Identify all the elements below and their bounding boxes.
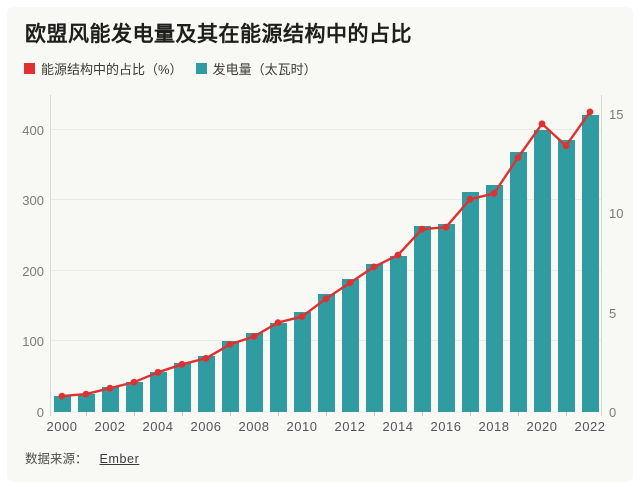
generation-bar-2017 xyxy=(461,191,479,412)
generation-bar-2019 xyxy=(509,152,527,412)
data-source-link[interactable]: Ember xyxy=(99,452,140,466)
x-axis-label-2006: 2006 xyxy=(190,419,222,434)
share-dot-2019 xyxy=(514,154,522,161)
x-axis-tick-2001 xyxy=(86,412,87,416)
share-dot-2003 xyxy=(130,378,138,386)
data-source: 数据来源： Ember xyxy=(25,448,139,467)
x-axis-tick-2003 xyxy=(134,412,135,416)
share-dot-2000 xyxy=(58,392,66,400)
share-dot-2012 xyxy=(346,279,354,287)
share-dot-2022 xyxy=(586,108,594,116)
generation-bar-2013 xyxy=(365,264,383,412)
share-dot-2016 xyxy=(442,223,450,231)
legend-label-share: 能源结构中的占比（%） xyxy=(41,62,183,77)
share-dot-2009 xyxy=(274,319,282,326)
y-axis-right-label-0: 0 xyxy=(609,405,617,420)
y-axis-left-label-400: 400 xyxy=(22,122,44,138)
gridline-200 xyxy=(51,269,601,271)
generation-bar-2006 xyxy=(197,356,215,412)
share-dot-2008 xyxy=(250,333,258,340)
generation-bar-2008 xyxy=(245,332,263,412)
x-axis-label-2002: 2002 xyxy=(94,419,126,434)
generation-bar-2021 xyxy=(557,140,575,412)
share-dot-2017 xyxy=(466,195,474,203)
generation-bar-2003 xyxy=(125,381,143,412)
share-dot-2004 xyxy=(154,368,162,376)
share-dot-2011 xyxy=(322,295,330,303)
gridline-400 xyxy=(51,128,601,130)
x-axis-label-2022: 2022 xyxy=(574,419,606,434)
data-source-label: 数据来源： xyxy=(25,452,88,466)
share-dot-2013 xyxy=(370,263,378,271)
chart-card: 欧盟风能发电量及其在能源结构中的占比 能源结构中的占比（%） 发电量（太瓦时） … xyxy=(7,7,633,482)
generation-bar-2022 xyxy=(581,115,599,412)
share-dot-2010 xyxy=(298,313,306,320)
x-axis-tick-2021 xyxy=(566,412,567,416)
x-axis-label-2018: 2018 xyxy=(478,419,510,434)
x-axis-tick-2005 xyxy=(182,412,183,416)
share-dot-2001 xyxy=(82,390,90,398)
y-axis-left-label-300: 300 xyxy=(22,193,44,209)
generation-bar-2005 xyxy=(173,363,191,412)
legend-swatch-share-icon xyxy=(24,63,35,74)
x-axis-tick-2011 xyxy=(326,412,327,416)
x-axis-label-2008: 2008 xyxy=(238,419,270,434)
x-axis-tick-2015 xyxy=(422,412,423,416)
x-axis-label-2010: 2010 xyxy=(286,419,318,434)
x-axis-tick-2017 xyxy=(470,412,471,416)
share-dot-2005 xyxy=(178,360,186,368)
legend-item-generation: 发电量（太瓦时） xyxy=(195,59,317,78)
y-axis-line-right xyxy=(601,95,602,416)
share-line xyxy=(61,111,591,398)
generation-bar-2004 xyxy=(149,371,167,412)
legend: 能源结构中的占比（%） 发电量（太瓦时） xyxy=(24,59,317,78)
generation-bar-2012 xyxy=(341,279,359,412)
x-axis-label-2000: 2000 xyxy=(46,419,78,434)
legend-label-generation: 发电量（太瓦时） xyxy=(212,62,317,77)
generation-bar-2020 xyxy=(533,129,551,412)
x-axis-label-2016: 2016 xyxy=(430,419,462,434)
legend-swatch-generation-icon xyxy=(195,63,207,74)
x-axis-label-2004: 2004 xyxy=(142,419,174,434)
generation-bar-2002 xyxy=(101,387,119,412)
y-axis-right-label-15: 15 xyxy=(609,106,624,122)
x-axis-label-2012: 2012 xyxy=(334,419,366,434)
share-dot-2007 xyxy=(226,341,234,348)
y-axis-left-label-100: 100 xyxy=(22,334,44,350)
generation-bar-2014 xyxy=(389,255,407,412)
y-axis-right-label-10: 10 xyxy=(609,206,624,222)
y-axis-line-left xyxy=(50,95,51,416)
generation-bar-2011 xyxy=(317,294,335,412)
x-axis-tick-2019 xyxy=(518,412,519,416)
generation-bar-2016 xyxy=(437,223,455,412)
generation-bar-2015 xyxy=(413,225,431,412)
generation-bar-2009 xyxy=(269,323,287,412)
x-axis-label-2020: 2020 xyxy=(526,419,558,434)
x-axis-tick-2007 xyxy=(230,412,231,416)
share-dot-2006 xyxy=(202,354,210,362)
gridline-300 xyxy=(51,199,601,201)
generation-bar-2001 xyxy=(77,393,95,412)
generation-bar-2018 xyxy=(485,185,503,412)
x-axis-label-2014: 2014 xyxy=(382,419,414,434)
share-line-layer xyxy=(58,108,594,400)
y-axis-left-label-200: 200 xyxy=(22,263,44,279)
share-dot-2020 xyxy=(538,120,546,128)
share-dot-2002 xyxy=(106,384,114,392)
generation-bar-2007 xyxy=(221,341,239,412)
share-dot-2015 xyxy=(418,225,426,233)
share-dot-2021 xyxy=(562,142,570,150)
share-dot-2014 xyxy=(394,251,402,259)
share-dot-2018 xyxy=(490,190,498,197)
chart-title: 欧盟风能发电量及其在能源结构中的占比 xyxy=(25,23,412,46)
generation-bar-2010 xyxy=(293,312,311,412)
plot-area xyxy=(50,95,602,416)
y-axis-right-label-5: 5 xyxy=(609,305,617,321)
x-axis-tick-2009 xyxy=(278,412,279,416)
x-axis-tick-2013 xyxy=(374,412,375,416)
y-axis-left-label-0: 0 xyxy=(36,405,44,420)
generation-bar-2000 xyxy=(53,396,71,412)
legend-item-share: 能源结构中的占比（%） xyxy=(24,59,183,78)
